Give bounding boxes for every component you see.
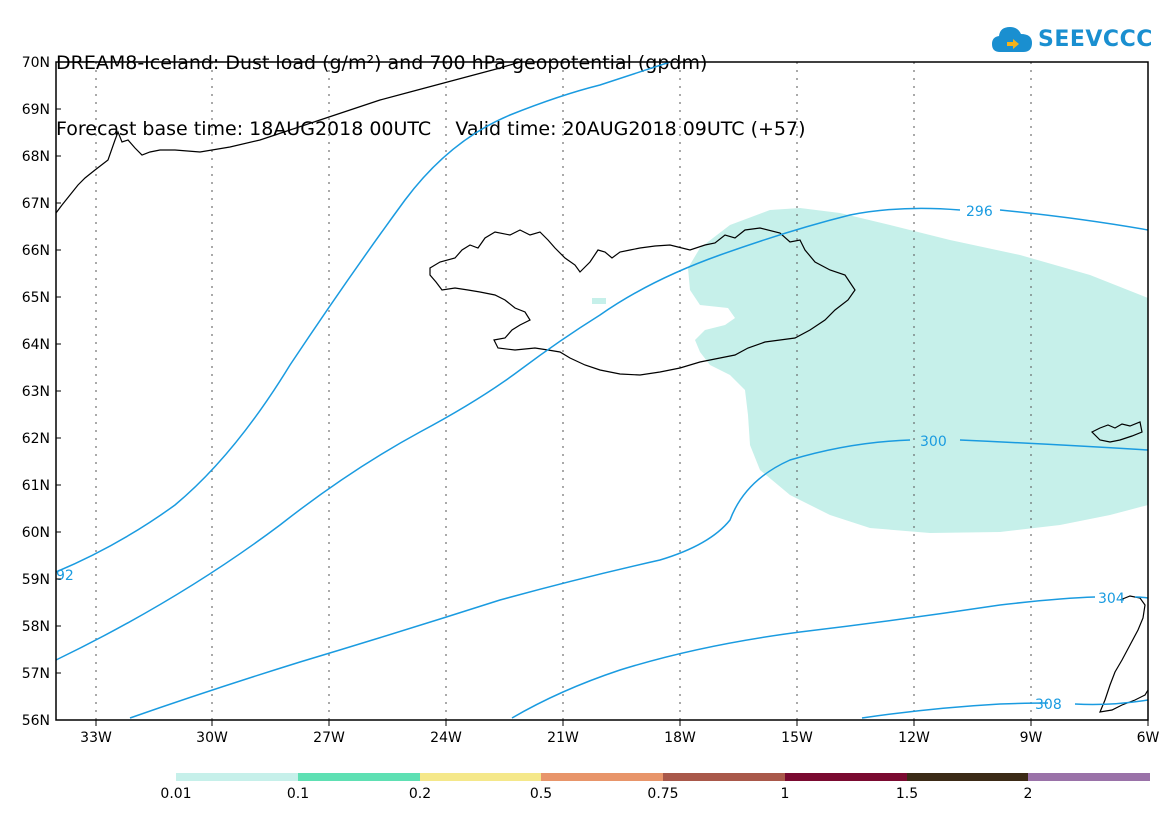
lon-label-33w: 33W bbox=[80, 730, 112, 746]
chart-title: DREAM8-Iceland: Dust load (g/m²) and 700… bbox=[56, 8, 806, 162]
lat-label-70: 70N bbox=[22, 55, 50, 71]
contour-302 bbox=[511, 596, 1096, 719]
lon-label-9w: 9W bbox=[1020, 730, 1043, 746]
contour-292-a bbox=[55, 61, 671, 573]
lat-label-60: 60N bbox=[22, 525, 50, 541]
contour-label-300: 300 bbox=[920, 434, 947, 450]
lat-label-67: 67N bbox=[22, 196, 50, 212]
contour-label-296: 296 bbox=[966, 204, 993, 220]
lat-label-66: 66N bbox=[22, 243, 50, 259]
contour-label-308: 308 bbox=[1035, 697, 1062, 713]
colorbar-label-4: 0.75 bbox=[647, 786, 678, 802]
grid-lines bbox=[95, 62, 1032, 720]
title-line-1: DREAM8-Iceland: Dust load (g/m²) and 700… bbox=[56, 52, 708, 74]
contour-label-304: 304 bbox=[1098, 591, 1125, 607]
iceland-coast bbox=[429, 227, 856, 376]
colorbar-label-3: 0.5 bbox=[530, 786, 552, 802]
colorbar-label-7: 2 bbox=[1024, 786, 1033, 802]
greenland-coast bbox=[55, 61, 521, 214]
lat-label-68: 68N bbox=[22, 149, 50, 165]
lat-axis bbox=[56, 61, 61, 721]
lat-label-59: 59N bbox=[22, 572, 50, 588]
colorbar-swatch-4 bbox=[663, 773, 785, 781]
geopotential-contours bbox=[55, 61, 1149, 719]
colorbar-swatch-0 bbox=[176, 773, 298, 781]
faroe-islands bbox=[1090, 421, 1143, 443]
lat-label-58: 58N bbox=[22, 619, 50, 635]
colorbar-swatch-7 bbox=[1028, 773, 1150, 781]
contour-294 bbox=[55, 207, 961, 661]
contour-298 bbox=[129, 439, 911, 719]
colorbar-swatch-1 bbox=[298, 773, 420, 781]
colorbar-label-5: 1 bbox=[781, 786, 790, 802]
scotland-coast bbox=[1099, 595, 1149, 713]
contour-306 bbox=[861, 702, 1049, 719]
title-line-2: Forecast base time: 18AUG2018 00UTC Vali… bbox=[56, 118, 806, 140]
dust-patch bbox=[592, 298, 606, 304]
contour-304-right bbox=[1134, 596, 1149, 599]
contour-label-292: 92 bbox=[56, 568, 74, 584]
colorbar-swatch-2 bbox=[420, 773, 541, 781]
lon-label-27w: 27W bbox=[313, 730, 345, 746]
lat-label-61: 61N bbox=[22, 478, 50, 494]
lat-label-62: 62N bbox=[22, 431, 50, 447]
lon-label-15w: 15W bbox=[781, 730, 813, 746]
lat-label-65: 65N bbox=[22, 290, 50, 306]
lon-label-30w: 30W bbox=[196, 730, 228, 746]
colorbar-label-1: 0.1 bbox=[287, 786, 309, 802]
lat-label-64: 64N bbox=[22, 337, 50, 353]
lon-label-12w: 12W bbox=[898, 730, 930, 746]
cloud-icon bbox=[992, 27, 1032, 52]
lon-label-24w: 24W bbox=[430, 730, 462, 746]
lat-label-69: 69N bbox=[22, 102, 50, 118]
colorbar bbox=[176, 773, 1150, 781]
colorbar-swatch-5 bbox=[785, 773, 907, 781]
colorbar-label-0: 0.01 bbox=[160, 786, 191, 802]
lon-label-21w: 21W bbox=[547, 730, 579, 746]
dust-area bbox=[688, 208, 1148, 533]
colorbar-swatch-3 bbox=[541, 773, 663, 781]
lon-label-18w: 18W bbox=[664, 730, 696, 746]
contour-296-right bbox=[999, 209, 1149, 231]
colorbar-label-2: 0.2 bbox=[409, 786, 431, 802]
lat-label-63: 63N bbox=[22, 384, 50, 400]
colorbar-swatch-6 bbox=[907, 773, 1028, 781]
logo-text: SEEVCCC bbox=[1038, 26, 1153, 52]
seevccc-logo: SEEVCCC bbox=[990, 22, 1153, 56]
lon-axis bbox=[95, 720, 1149, 726]
colorbar-label-6: 1.5 bbox=[896, 786, 918, 802]
lon-label-6w: 6W bbox=[1137, 730, 1160, 746]
contour-308-right bbox=[1074, 699, 1149, 706]
contour-300-right bbox=[959, 439, 1149, 451]
lat-label-56: 56N bbox=[22, 713, 50, 729]
lat-label-57: 57N bbox=[22, 666, 50, 682]
